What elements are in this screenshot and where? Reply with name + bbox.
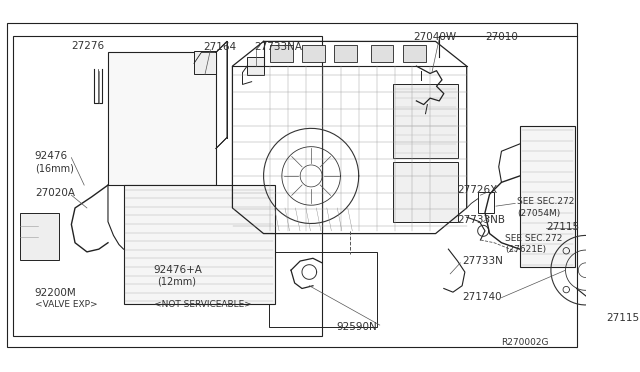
Text: SEE SEC.272: SEE SEC.272 <box>517 197 575 206</box>
Text: 27040W: 27040W <box>413 32 457 42</box>
Text: SEE SEC.272: SEE SEC.272 <box>505 234 563 243</box>
Bar <box>302 45 325 61</box>
Bar <box>270 45 293 61</box>
Text: 27164: 27164 <box>203 42 236 52</box>
Text: 27733NA: 27733NA <box>254 42 302 52</box>
Text: (27054M): (27054M) <box>517 209 560 218</box>
Text: R270002G: R270002G <box>502 338 549 347</box>
Bar <box>371 45 394 61</box>
Text: (16mm): (16mm) <box>35 163 74 173</box>
Text: 92476+A: 92476+A <box>154 265 203 275</box>
Text: 27115: 27115 <box>547 222 579 232</box>
Text: 27115F: 27115F <box>606 313 640 323</box>
Text: 271740: 271740 <box>462 292 502 302</box>
Text: 27733N: 27733N <box>462 256 503 266</box>
Bar <box>108 52 216 185</box>
Text: 27726X: 27726X <box>458 185 498 195</box>
Bar <box>247 57 264 75</box>
Text: 92590N: 92590N <box>337 323 378 332</box>
Bar <box>520 126 575 267</box>
Text: <VALVE EXP>: <VALVE EXP> <box>35 300 97 310</box>
Bar <box>20 212 59 260</box>
Bar <box>394 162 458 222</box>
Bar <box>124 185 275 304</box>
Bar <box>194 51 216 74</box>
Text: (12mm): (12mm) <box>157 277 196 286</box>
Bar <box>403 45 426 61</box>
Bar <box>334 45 357 61</box>
Bar <box>477 192 494 212</box>
Text: 92476: 92476 <box>35 151 68 161</box>
Text: 27020A: 27020A <box>35 188 75 198</box>
Text: 27010: 27010 <box>485 32 518 42</box>
Text: 27733NB: 27733NB <box>458 215 506 225</box>
Text: 27276: 27276 <box>72 41 104 51</box>
Text: (27621E): (27621E) <box>505 246 547 254</box>
Bar <box>269 252 377 327</box>
Bar <box>13 36 322 336</box>
Text: <NOT SERVICEABLE>: <NOT SERVICEABLE> <box>154 300 252 310</box>
Bar <box>394 84 458 158</box>
Text: 92200M: 92200M <box>35 289 77 298</box>
